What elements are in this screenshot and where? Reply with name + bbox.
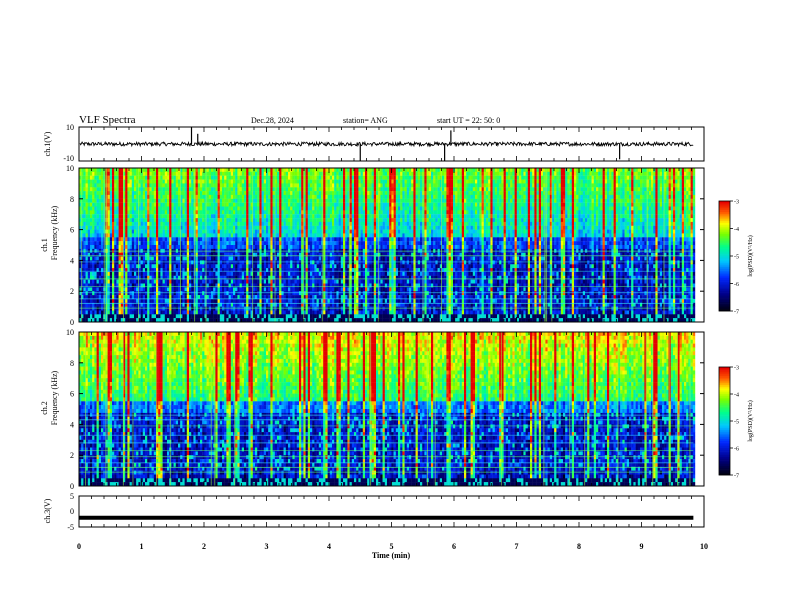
- colorbar-tick-label: -5: [734, 420, 739, 426]
- frequency-tick-label: 6: [70, 390, 74, 399]
- ch1-frequency-axis-label: Frequency (kHz): [50, 205, 59, 260]
- time-tick-label: 10: [700, 542, 708, 551]
- ch1-ylabel: ch.1(V): [43, 131, 52, 156]
- ch1-colorbar: -3 -4 -5 -6 -7 log(PSD)(V²/Hz): [718, 200, 754, 316]
- colorbar-tick-label: -3: [734, 366, 739, 372]
- frequency-tick-label: 6: [70, 226, 74, 235]
- colorbar-tick-label: -6: [734, 447, 739, 453]
- ch3-ylabel: ch.3(V): [43, 498, 52, 523]
- ch2-frequency-ticks: 0 2 4 6 8 10: [66, 328, 704, 491]
- colorbar-label: log(PSD)(V²/Hz): [747, 400, 754, 441]
- ch1-waveform-line: [79, 140, 694, 148]
- frequency-tick-label: 10: [66, 328, 74, 337]
- frequency-tick-label: 2: [70, 451, 74, 460]
- frequency-tick-label: 4: [70, 420, 74, 429]
- ch1-frequency-ticks: 0 2 4 6 8 10: [66, 164, 704, 327]
- ch3-ytick-mid: 0: [70, 507, 74, 516]
- colorbar-tick-label: -4: [734, 393, 739, 399]
- date-label: Dec.28, 2024: [251, 116, 294, 125]
- frequency-tick-label: 2: [70, 287, 74, 296]
- station-label: station= ANG: [343, 116, 388, 125]
- ch2-spectrogram-panel: 0 2 4 6 8 10 ch.2 Frequency (kHz): [40, 328, 705, 491]
- ch3-ytick-top: 5: [70, 492, 74, 501]
- frequency-tick-label: 10: [66, 164, 74, 173]
- time-tick-label: 9: [640, 542, 644, 551]
- ch2-frequency-axis-label: Frequency (kHz): [50, 370, 59, 425]
- start-time-label: start UT = 22: 50: 0: [437, 116, 500, 125]
- ch1-ytick-top: 10: [66, 123, 74, 132]
- time-tick-label: 3: [265, 542, 269, 551]
- ch2-spec-label: ch.2: [40, 401, 49, 415]
- ch3-waveform-panel: 5 0 -5 ch.3(V): [43, 492, 705, 532]
- colorbar-tick-label: -4: [734, 227, 739, 233]
- colorbar-tick-label: -7: [734, 310, 739, 316]
- time-tick-label: 8: [577, 542, 581, 551]
- ch1-waveform-panel: 10 -10 ch.1(V): [43, 123, 705, 163]
- ch1-spectrogram-image: [79, 168, 696, 323]
- time-tick-label: 2: [202, 542, 206, 551]
- colorbar-tick-label: -6: [734, 282, 739, 288]
- time-axis-label: Time (min): [372, 551, 411, 560]
- ch3-ytick-bottom: -5: [67, 523, 74, 532]
- ch2-spectrogram-image: [79, 332, 696, 487]
- ch1-spec-label: ch.1: [40, 238, 49, 252]
- time-tick-label: 6: [452, 542, 456, 551]
- colorbar-label: log(PSD)(V²/Hz): [747, 235, 754, 276]
- colorbar-tick-label: -7: [734, 474, 739, 480]
- frequency-tick-label: 4: [70, 256, 74, 265]
- time-tick-label: 0: [77, 542, 81, 551]
- colorbar-tick-label: -5: [734, 255, 739, 261]
- frequency-tick-label: 0: [70, 482, 74, 491]
- time-axis-ticks: 0 1 2 3 4 5 6 7 8 9 10: [77, 127, 708, 551]
- time-tick-label: 4: [327, 542, 331, 551]
- ch2-colorbar: -3 -4 -5 -6 -7 log(PSD)(V²/Hz): [718, 366, 754, 480]
- frequency-tick-label: 8: [70, 359, 74, 368]
- time-tick-label: 1: [140, 542, 144, 551]
- time-tick-label: 5: [390, 542, 394, 551]
- ch1-spectrogram-panel: 0 2 4 6 8 10 ch.1 Frequency (kHz): [40, 164, 705, 327]
- ch1-ytick-bottom: -10: [63, 154, 74, 163]
- time-tick-label: 7: [515, 542, 519, 551]
- frequency-tick-label: 0: [70, 318, 74, 327]
- frequency-tick-label: 8: [70, 195, 74, 204]
- figure-title: VLF Spectra: [79, 114, 136, 126]
- colorbar-tick-label: -3: [734, 200, 739, 206]
